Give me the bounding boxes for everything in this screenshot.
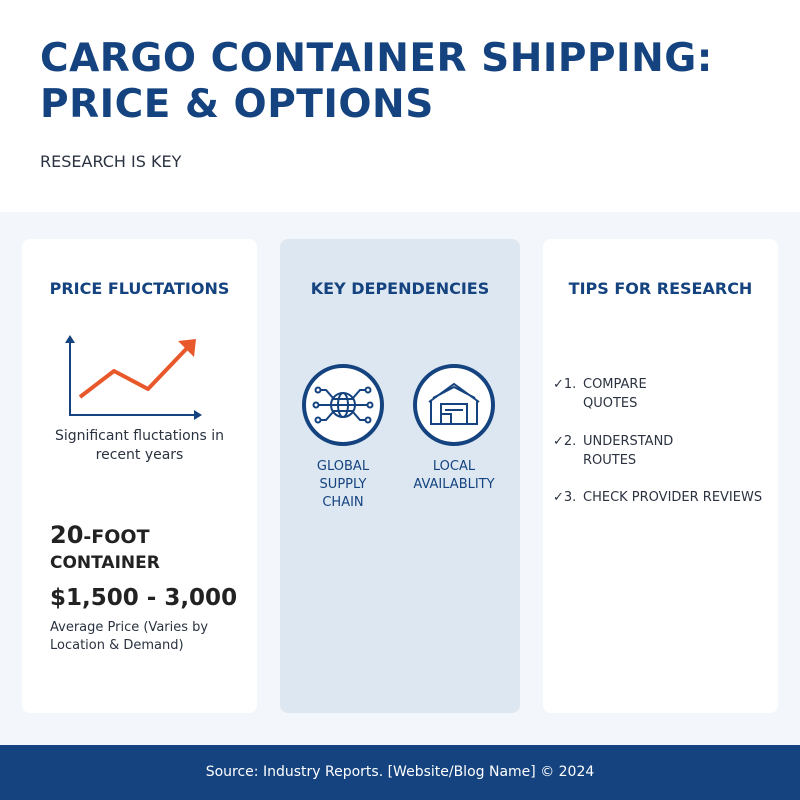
price-note: Average Price (Varies by Location & Deman…	[50, 620, 209, 653]
page-title: CARGO CONTAINER SHIPPING: PRICE & OPTIONS	[40, 36, 713, 127]
card-heading: KEY DEPENDENCIES	[310, 279, 490, 298]
footer-source: Source: Industry Reports. [Website/Blog …	[0, 745, 800, 800]
dependency-label: LOCAL AVAILABLITY	[413, 459, 495, 492]
check-icon: ✓1.	[553, 377, 577, 392]
container-label: CONTAINER	[50, 553, 160, 573]
tips-card: TIPS FOR RESEARCH ✓1. COMPARE QUOTES ✓2. UN…	[543, 239, 778, 713]
card-heading: TIPS FOR RESEARCH	[568, 279, 753, 298]
dependency-label: GLOBAL SUPPLY CHAIN	[316, 459, 370, 510]
container-size: 20-FOOT	[50, 521, 150, 549]
tip-item: ✓3. CHECK PROVIDER REVIEWS	[553, 490, 763, 505]
price-caption: Significant fluctations in recent years	[54, 428, 225, 463]
dependencies-card: KEY DEPENDENCIES GLOBAL SUPPLY CHAIN LOCAL…	[280, 239, 520, 713]
card-heading: PRICE FLUCTATIONS	[49, 279, 230, 298]
page-subtitle: RESEARCH IS KEY	[40, 152, 182, 171]
price-card: PRICE FLUCTATIONS Significant fluctation…	[22, 239, 257, 713]
check-icon: ✓3.	[553, 490, 577, 505]
warehouse-icon	[413, 364, 495, 446]
header: CARGO CONTAINER SHIPPING: PRICE & OPTIONS…	[0, 0, 800, 212]
trend-up-chart-icon	[65, 335, 202, 420]
tip-item: ✓2. UNDERSTAND ROUTES	[553, 434, 674, 468]
tip-item: ✓1. COMPARE QUOTES	[553, 377, 647, 411]
globe-network-icon	[302, 364, 384, 446]
check-icon: ✓2.	[553, 434, 577, 449]
price-range: $1,500 - 3,000	[50, 585, 238, 611]
